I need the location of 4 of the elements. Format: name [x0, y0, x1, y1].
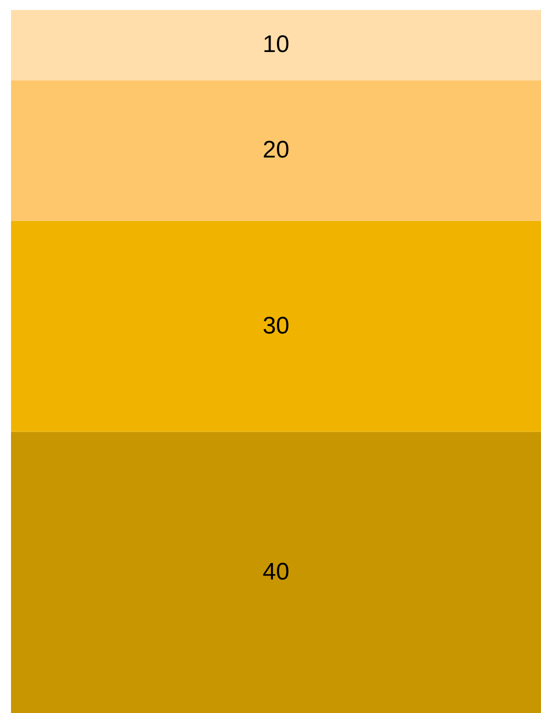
data-label: 20 — [262, 136, 290, 164]
data-label: 30 — [262, 312, 290, 340]
data-label: 10 — [262, 31, 290, 58]
data-label: 40 — [262, 558, 290, 586]
